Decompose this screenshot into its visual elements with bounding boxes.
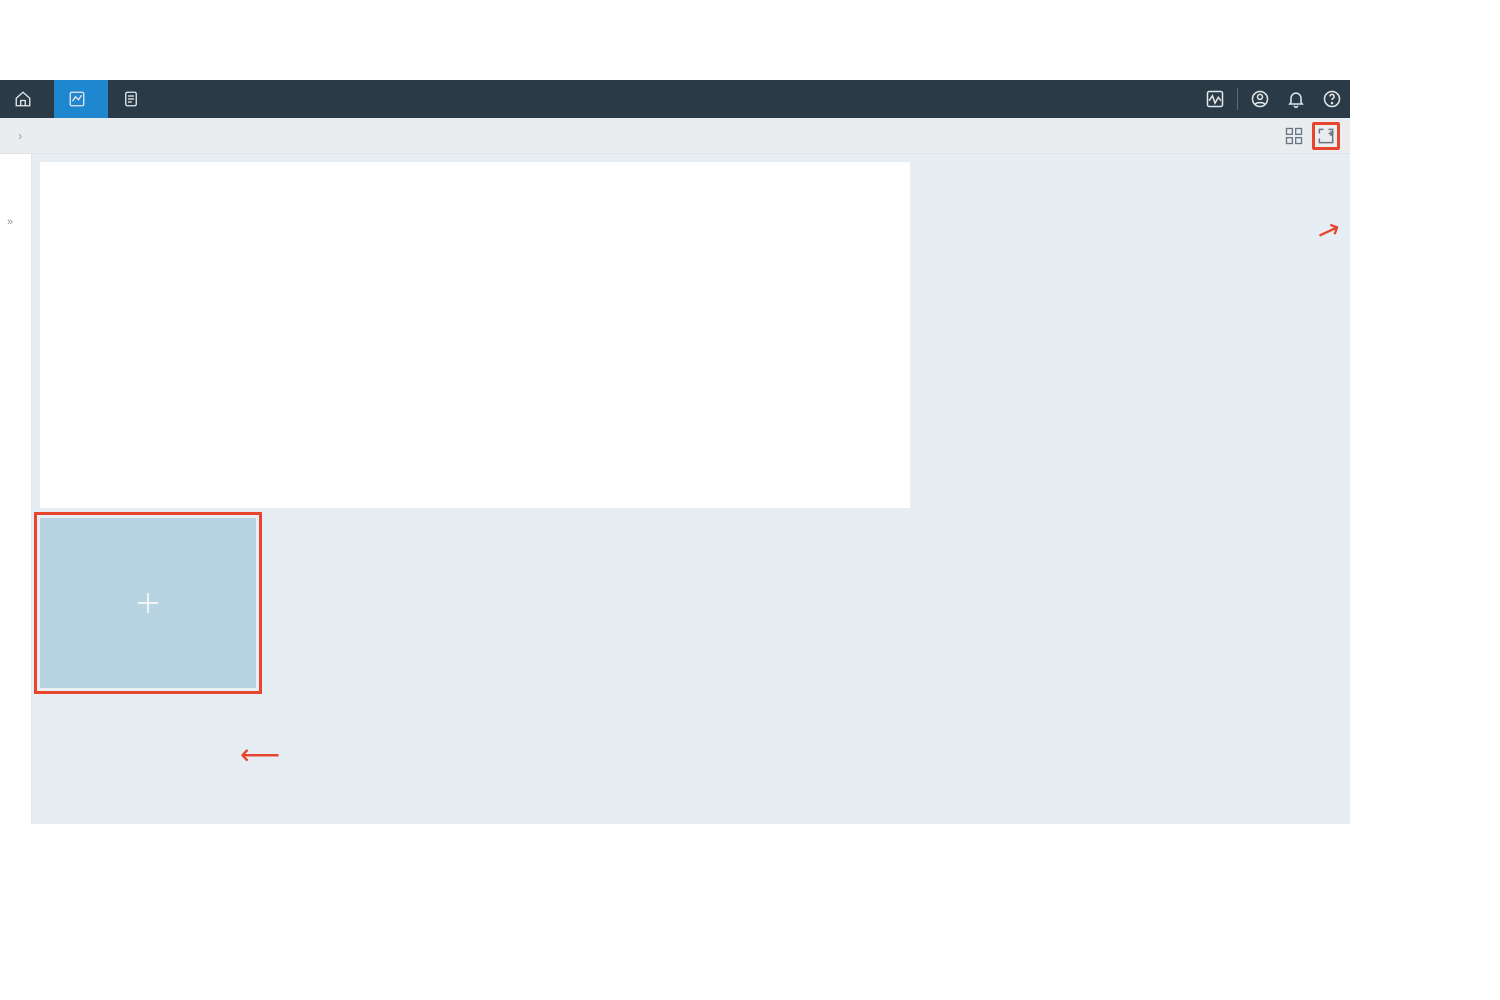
arrow-up-icon: ↗: [1312, 211, 1345, 250]
user-circle-icon: [1250, 89, 1270, 109]
layout-grid-icon: [1284, 126, 1304, 146]
document-icon: [122, 90, 140, 108]
annotation-top-right: ↗: [1257, 214, 1340, 261]
add-widget-icon: [1316, 126, 1336, 146]
breadcrumb-separator: ›: [18, 128, 22, 143]
breadcrumb-bar: ›: [0, 118, 1350, 154]
ocr-chart: [50, 172, 900, 472]
content-area: ⟵: [32, 154, 1350, 824]
chart-pulse-button[interactable]: [1197, 80, 1233, 118]
help-button[interactable]: [1314, 80, 1350, 118]
help-circle-icon: [1322, 89, 1342, 109]
chart-legend: [50, 480, 900, 490]
body-area: » ⟵ ↗: [0, 154, 1350, 824]
chart-widget: [40, 162, 910, 508]
nav-files[interactable]: [54, 80, 108, 118]
notifications-button[interactable]: [1278, 80, 1314, 118]
home-icon: [14, 90, 32, 108]
add-widget-button[interactable]: [1312, 122, 1340, 150]
chart-file-icon: [68, 90, 86, 108]
top-nav-bar: [0, 80, 1350, 118]
views-sidebar[interactable]: »: [0, 154, 32, 824]
arrow-left-icon: ⟵: [240, 738, 278, 771]
nav-resources[interactable]: [108, 80, 162, 118]
user-button[interactable]: [1242, 80, 1278, 118]
plus-icon: [133, 588, 163, 618]
add-widget-tile[interactable]: [40, 518, 256, 688]
layout-grid-button[interactable]: [1280, 122, 1308, 150]
nav-home[interactable]: [0, 80, 54, 118]
annotation-bottom: ⟵: [240, 738, 286, 771]
expand-chevrons-icon: »: [7, 216, 11, 228]
chart-pulse-icon: [1205, 89, 1225, 109]
nav-divider: [1237, 88, 1238, 110]
bell-icon: [1286, 89, 1306, 109]
